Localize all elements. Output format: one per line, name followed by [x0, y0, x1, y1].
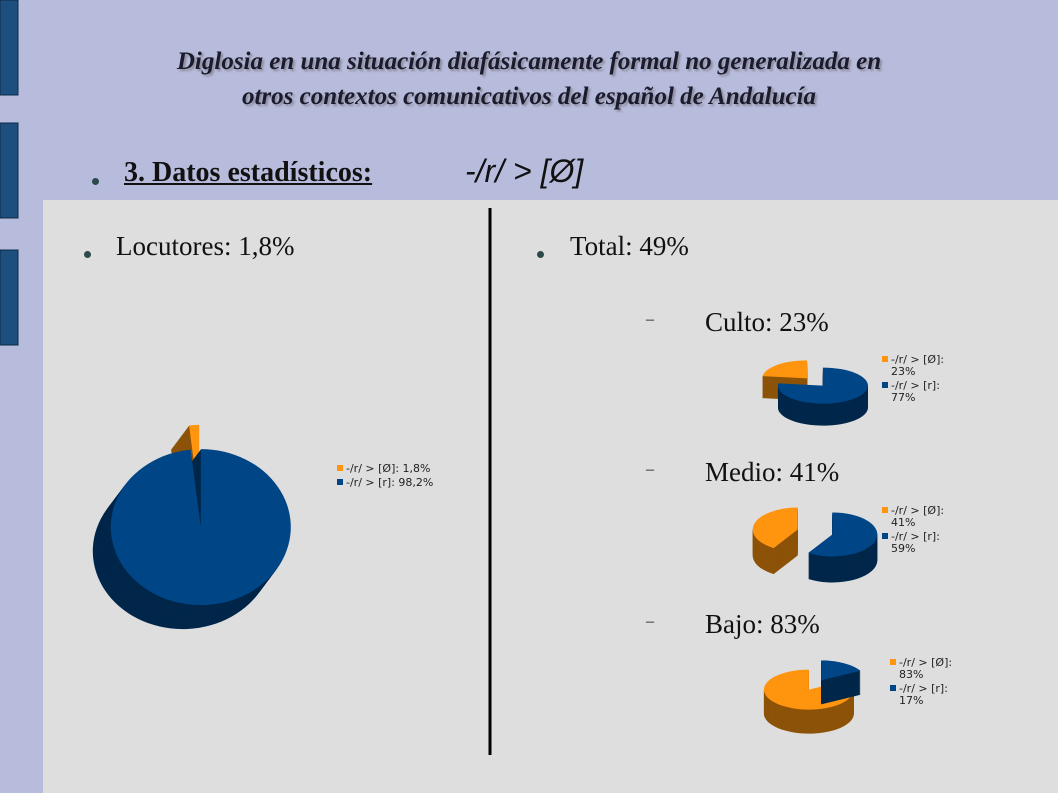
legend: -/r/ > [Ø]: 23% -/r/ > [r]: 77% [882, 354, 954, 406]
legend: -/r/ > [Ø]: 1,8% -/r/ > [r]: 98,2% [337, 463, 477, 491]
dash: – [646, 613, 654, 630]
legend: -/r/ > [Ø]: 83% -/r/ > [r]: 17% [890, 657, 962, 709]
legend-swatch [337, 465, 343, 471]
pie-top [777, 367, 868, 404]
legend-entry: -/r/ > [Ø]: 1,8% [337, 463, 477, 475]
pie-top [752, 507, 798, 549]
pie-top [110, 449, 291, 606]
legend-entry: -/r/ > [r]: 17% [890, 683, 962, 707]
pie-slice [821, 660, 861, 705]
legend-label: -/r/ > [r]: 77% [891, 379, 940, 404]
pie-slice [777, 367, 868, 426]
legend-label: -/r/ > [Ø]: 1,8% [346, 462, 431, 475]
bullet-dot [92, 178, 99, 185]
bullet-dot [537, 251, 544, 258]
legend-swatch [890, 659, 896, 665]
pie-top [762, 360, 808, 379]
dash: – [646, 311, 654, 328]
legend-swatch [882, 382, 888, 388]
pie-top [808, 512, 878, 557]
legend-swatch [890, 685, 896, 691]
legend-swatch [882, 507, 888, 513]
legend-entry: -/r/ > [Ø]: 83% [890, 657, 962, 681]
legend-label: -/r/ > [Ø]: 23% [891, 353, 945, 378]
title-line: Diglosia en una situación diafásicamente… [176, 48, 882, 75]
dash: – [646, 461, 654, 478]
legend-swatch [337, 479, 343, 485]
pie-slice [763, 669, 854, 734]
legend-label: -/r/ > [r]: 59% [891, 530, 940, 555]
side-bar [0, 122, 19, 219]
pie-slice [808, 512, 878, 583]
bullet-text: Total: 49% [570, 231, 689, 261]
legend-entry: -/r/ > [r]: 98,2% [337, 477, 477, 489]
sub-bullet: Medio: 41% [705, 457, 840, 487]
heading: 3. Datos estadísticos: [124, 157, 373, 188]
sub-bullet: Culto: 23% [705, 307, 829, 337]
legend: -/r/ > [Ø]: 41% -/r/ > [r]: 59% [882, 505, 954, 557]
side-bar [0, 0, 19, 96]
legend-swatch [882, 356, 888, 362]
legend-entry: -/r/ > [Ø]: 41% [882, 505, 954, 529]
heading-formula: -/r/ > [Ø] [465, 153, 584, 189]
legend-swatch [882, 533, 888, 539]
bullet-dot [84, 251, 91, 258]
pie-top [821, 660, 861, 681]
legend-entry: -/r/ > [Ø]: 23% [882, 354, 954, 378]
pie-slice [92, 449, 291, 630]
legend-entry: -/r/ > [r]: 77% [882, 380, 954, 404]
title-line: otros contextos comunicativos del españo… [241, 83, 817, 110]
legend-label: -/r/ > [r]: 98,2% [346, 476, 434, 489]
legend-label: -/r/ > [Ø]: 41% [891, 504, 945, 529]
pie-slice [752, 507, 798, 575]
pies [92, 360, 878, 734]
legend-label: -/r/ > [Ø]: 83% [899, 656, 953, 681]
sub-bullet: Bajo: 83% [705, 609, 820, 639]
legend-entry: -/r/ > [r]: 59% [882, 531, 954, 555]
side-bar [0, 249, 19, 346]
bullet-text: Locutores: 1,8% [116, 231, 295, 261]
legend-label: -/r/ > [r]: 17% [899, 682, 948, 707]
